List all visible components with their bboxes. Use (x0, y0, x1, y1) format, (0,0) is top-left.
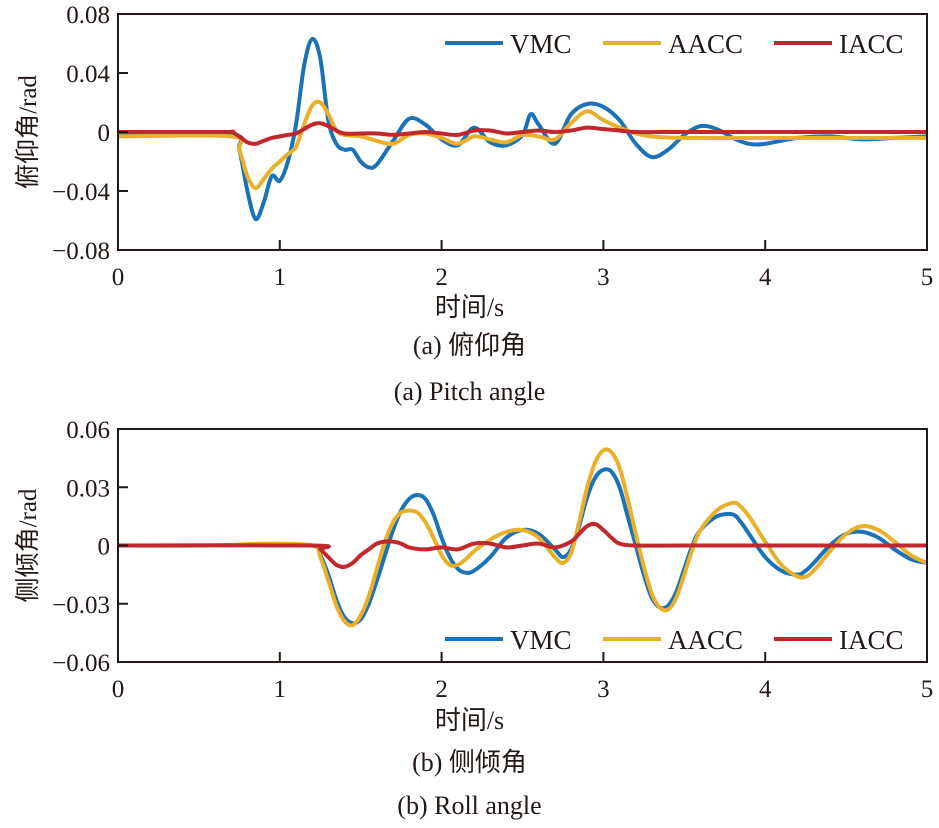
pitch-x-tick-label: 0 (112, 264, 125, 291)
roll-y-tick-label: 0.03 (66, 475, 110, 502)
pitch-y-axis-label: 俯仰角/rad (14, 75, 42, 189)
roll-y-tick-label: −0.06 (52, 650, 110, 677)
pitch-plot-lines (118, 36, 927, 222)
pitch-y-tick-label: 0 (98, 120, 111, 147)
pitch-series-vmc (118, 36, 927, 222)
pitch-x-tick-label: 1 (274, 264, 287, 291)
roll-x-tick-label: 3 (597, 676, 610, 703)
pitch-y-tick-label: 0.08 (66, 2, 110, 29)
roll-y-tick-label: 0 (98, 534, 111, 561)
roll-caption-en: (b) Roll angle (397, 791, 542, 820)
roll-caption-cn: (b) 侧倾角 (412, 748, 527, 777)
pitch-x-tick-label: 5 (921, 264, 934, 291)
pitch-legend-item-aacc: AACC (603, 29, 743, 59)
roll-y-tick-label: 0.06 (66, 417, 110, 444)
pitch-caption-cn: (a) 俯仰角 (412, 331, 527, 360)
pitch-y-tick-label: 0.04 (66, 61, 110, 88)
roll-y-tick-label: −0.03 (52, 592, 110, 619)
roll-series-aacc (118, 447, 927, 628)
pitch-y-tick-label: −0.04 (52, 179, 110, 206)
roll-legend: VMC AACC IACC (445, 625, 904, 655)
roll-legend-label: IACC (839, 625, 904, 655)
roll-legend-label: VMC (510, 625, 572, 655)
roll-series-iacc (118, 521, 927, 569)
pitch-x-tick-label: 2 (435, 264, 448, 291)
pitch-legend-label: IACC (839, 29, 904, 59)
pitch-series-iacc (118, 121, 927, 146)
pitch-series-aacc (118, 99, 927, 191)
pitch-x-axis-label: 时间/s (434, 293, 505, 322)
pitch-legend-item-iacc: IACC (774, 29, 904, 59)
roll-x-tick-label: 0 (112, 676, 125, 703)
pitch-ticks: 0 1 2 3 4 5 0.08 0.04 0 −0.04 −0.08 (52, 2, 933, 291)
roll-chart: 0 1 2 3 4 5 0.06 0.03 0 −0.03 −0.06 侧倾角/rad VMC AAC… (14, 417, 933, 703)
roll-x-tick-label: 4 (759, 676, 772, 703)
pitch-x-tick-label: 3 (597, 264, 610, 291)
roll-legend-item-iacc: IACC (774, 625, 904, 655)
roll-ticks: 0 1 2 3 4 5 0.06 0.03 0 −0.03 −0.06 (52, 417, 933, 703)
pitch-caption-en: (a) Pitch angle (393, 377, 546, 406)
pitch-legend-label: VMC (510, 29, 572, 59)
pitch-chart: 0 1 2 3 4 5 0.08 0.04 0 −0.04 −0.08 俯仰角/rad VMC AAC… (14, 2, 933, 291)
roll-x-tick-label: 1 (274, 676, 287, 703)
roll-plot-lines (118, 447, 927, 628)
pitch-legend-label: AACC (668, 29, 743, 59)
pitch-legend-item-vmc: VMC (445, 29, 572, 59)
roll-legend-label: AACC (668, 625, 743, 655)
roll-x-axis-label: 时间/s (434, 706, 505, 735)
pitch-x-tick-label: 4 (759, 264, 772, 291)
roll-legend-item-vmc: VMC (445, 625, 572, 655)
roll-x-tick-label: 2 (435, 676, 448, 703)
roll-y-axis-label: 侧倾角/rad (14, 488, 42, 602)
pitch-y-tick-label: −0.08 (52, 238, 110, 265)
roll-x-tick-label: 5 (921, 676, 934, 703)
pitch-legend: VMC AACC IACC (445, 29, 904, 59)
roll-legend-item-aacc: AACC (603, 625, 743, 655)
